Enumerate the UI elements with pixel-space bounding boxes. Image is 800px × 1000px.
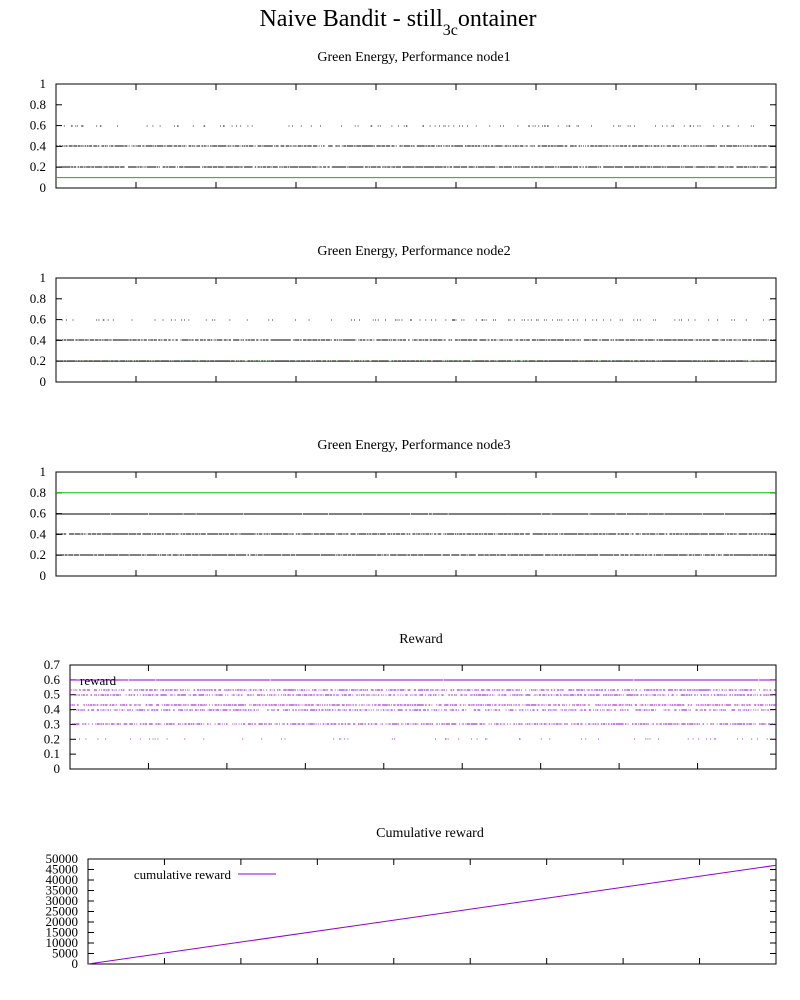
plot-frame — [55, 471, 777, 577]
legend-label: cumulative reward — [134, 867, 232, 882]
y-tick-label: 15000 — [46, 925, 79, 940]
y-tick-label: 0 — [72, 956, 79, 971]
y-tick-label: 0.6 — [30, 506, 47, 521]
y-tick-label: 1 — [40, 270, 47, 285]
y-tick-label: 40000 — [46, 872, 79, 887]
y-tick-label: 0 — [40, 374, 47, 389]
y-tick-label: 5000 — [52, 946, 78, 961]
y-tick-label: 0.6 — [30, 312, 47, 327]
y-tick-label: 0.4 — [30, 332, 47, 347]
y-tick-label: 0.4 — [30, 526, 47, 541]
y-tick-label: 0.2 — [30, 159, 46, 174]
y-tick-label: 0.6 — [30, 118, 47, 133]
y-tick-label: 35000 — [46, 883, 79, 898]
chart-title: Green Energy, Performance node3 — [317, 438, 510, 453]
series-line — [87, 864, 777, 965]
y-tick-label: 0 — [54, 761, 61, 776]
y-tick-label: 0.2 — [44, 731, 60, 746]
y-tick-label: 45000 — [46, 862, 79, 877]
plot-frame — [55, 277, 777, 383]
y-tick-label: 0 — [40, 180, 47, 195]
figure-title: Naive Bandit - still3container — [259, 6, 536, 39]
chart-panel-4: Reward 00.10.20.30.40.50.60.7 reward — [44, 632, 777, 776]
y-tick-label: 0.4 — [44, 702, 61, 717]
chart-title: Green Energy, Performance node1 — [317, 50, 510, 65]
y-tick-label: 0.2 — [30, 353, 46, 368]
y-tick-label: 0.8 — [30, 291, 46, 306]
y-tick-label: 0.8 — [30, 97, 46, 112]
y-tick-label: 0.2 — [30, 547, 46, 562]
chart-title: Cumulative reward — [376, 826, 484, 841]
chart-title: Reward — [399, 632, 443, 647]
plot-frame — [69, 664, 777, 770]
y-tick-label: 50000 — [46, 851, 79, 866]
y-tick-label: 1 — [40, 464, 47, 479]
y-tick-label: 0.6 — [44, 672, 61, 687]
y-tick-label: 0 — [40, 568, 47, 583]
plot-frame — [55, 83, 777, 189]
chart-panel-1: Green Energy, Performance node1 0 0.2 0.4 0.… — [30, 50, 777, 195]
chart-title: Green Energy, Performance node2 — [317, 244, 510, 259]
y-tick-label: 30000 — [46, 893, 79, 908]
chart-panel-3: Green Energy, Performance node3 0 0.2 0.4 0.… — [30, 438, 777, 583]
y-tick-label: 10000 — [46, 935, 79, 950]
y-tick-label: 0.5 — [44, 687, 60, 702]
y-tick-label: 0.1 — [44, 746, 60, 761]
chart-panel-5: Cumulative reward 05000100001500020000250… — [46, 826, 777, 971]
y-tick-label: 0.7 — [44, 657, 61, 672]
chart-panel-2: Green Energy, Performance node2 0 0.2 0.4 0.… — [30, 244, 777, 389]
y-tick-label: 25000 — [46, 904, 79, 919]
y-tick-label: 0.3 — [44, 716, 60, 731]
legend-label: reward — [80, 673, 117, 688]
y-tick-label: 0.8 — [30, 485, 46, 500]
y-tick-label: 0.4 — [30, 138, 47, 153]
y-tick-label: 1 — [40, 76, 47, 91]
y-tick-label: 20000 — [46, 914, 79, 929]
